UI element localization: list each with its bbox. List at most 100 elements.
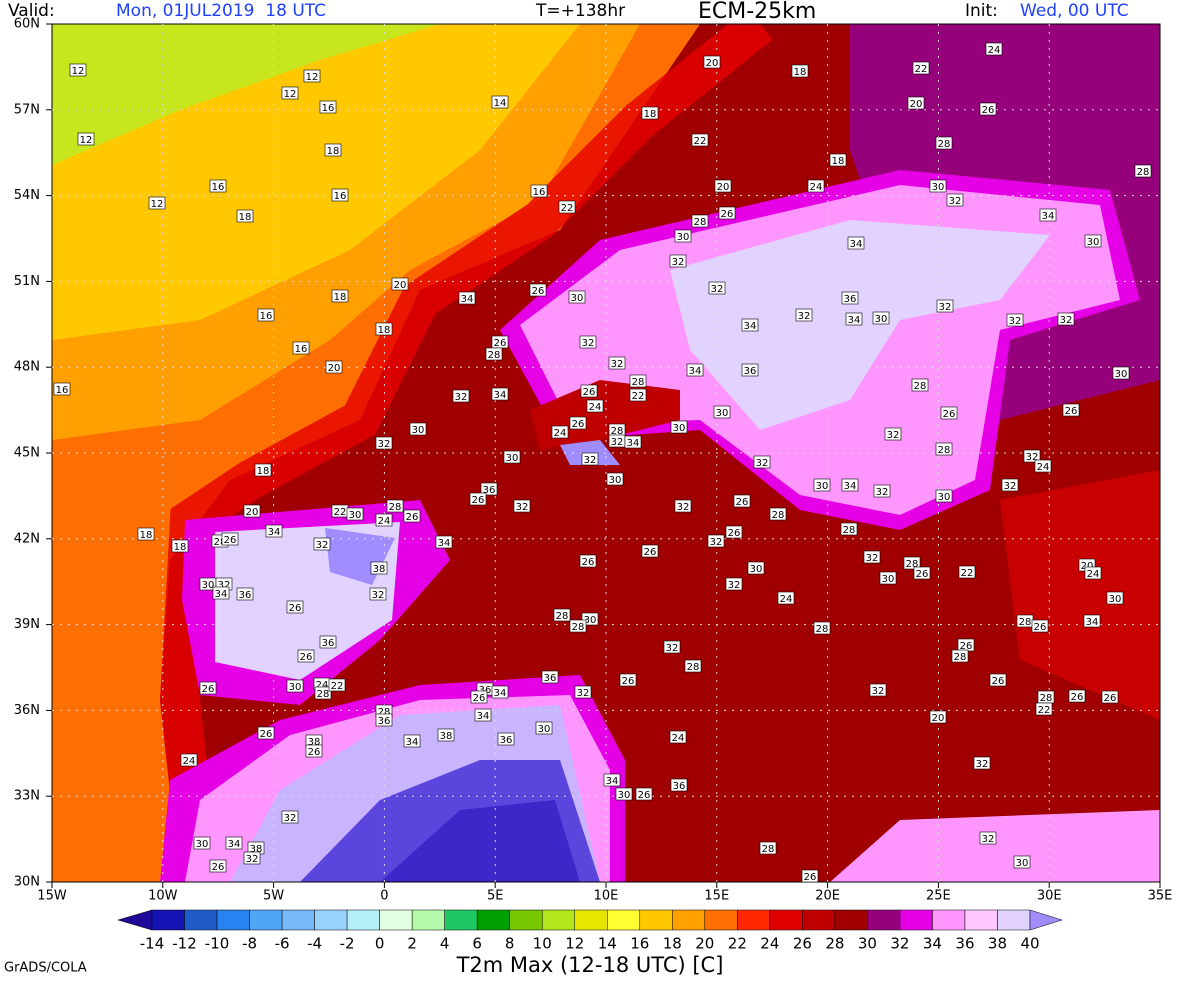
point-value: 26 bbox=[1104, 693, 1117, 704]
point-value: 26 bbox=[472, 495, 485, 506]
point-value: 30 bbox=[677, 232, 690, 243]
label-box bbox=[1112, 366, 1130, 380]
label-box bbox=[619, 673, 637, 687]
label-box bbox=[491, 387, 509, 401]
point-value: 36 bbox=[844, 294, 857, 305]
colorbar-box bbox=[932, 909, 966, 931]
label-box bbox=[375, 513, 393, 527]
point-value: 22 bbox=[334, 507, 347, 518]
point-value: 30 bbox=[673, 423, 686, 434]
colorbar-label: -8 bbox=[242, 935, 257, 953]
point-value: 32 bbox=[1004, 481, 1017, 492]
lat-label: 36N bbox=[14, 703, 40, 718]
colorbar-label: 38 bbox=[988, 935, 1007, 953]
label-box bbox=[303, 69, 321, 83]
point-value: 28 bbox=[694, 217, 707, 228]
point-value: 22 bbox=[632, 391, 645, 402]
point-value: 34 bbox=[406, 737, 419, 748]
point-value: 34 bbox=[494, 688, 507, 699]
label-box bbox=[569, 619, 587, 633]
label-box bbox=[314, 686, 332, 700]
label-box bbox=[935, 442, 953, 456]
label-box bbox=[989, 673, 1007, 687]
point-value: 20 bbox=[910, 99, 923, 110]
point-value: 34 bbox=[844, 481, 857, 492]
colorbar-label: 12 bbox=[565, 935, 584, 953]
point-value: 28 bbox=[816, 624, 829, 635]
point-value: 22 bbox=[1038, 705, 1051, 716]
label-box bbox=[257, 726, 275, 740]
point-value: 32 bbox=[316, 540, 329, 551]
label-box bbox=[470, 690, 488, 704]
label-box bbox=[281, 86, 299, 100]
point-value: 38 bbox=[308, 737, 321, 748]
point-value: 24 bbox=[554, 428, 567, 439]
colorbar-label: 22 bbox=[728, 935, 747, 953]
colorbar-label: 32 bbox=[890, 935, 909, 953]
colorbar-label: 24 bbox=[760, 935, 779, 953]
lon-label: 35E bbox=[1148, 889, 1173, 904]
point-value: 34 bbox=[438, 538, 451, 549]
label-box bbox=[759, 841, 777, 855]
point-value: 26 bbox=[728, 528, 741, 539]
point-value: 36 bbox=[479, 685, 492, 696]
point-value: 32 bbox=[872, 686, 885, 697]
colorbar-label: -12 bbox=[172, 935, 197, 953]
point-value: 16 bbox=[56, 385, 69, 396]
lat-label: 57N bbox=[14, 102, 40, 117]
label-box bbox=[1023, 449, 1041, 463]
point-value: 18 bbox=[257, 466, 270, 477]
point-value: 32 bbox=[866, 553, 879, 564]
label-box bbox=[1006, 313, 1024, 327]
point-value: 24 bbox=[1037, 462, 1050, 473]
point-value: 36 bbox=[483, 485, 496, 496]
point-value: 24 bbox=[1087, 569, 1100, 580]
point-value: 26 bbox=[583, 387, 596, 398]
point-value: 26 bbox=[916, 569, 929, 580]
point-value: 26 bbox=[582, 557, 595, 568]
point-value: 32 bbox=[949, 196, 962, 207]
point-value: 32 bbox=[976, 759, 989, 770]
point-value: 26 bbox=[721, 209, 734, 220]
label-box bbox=[979, 102, 997, 116]
lon-label: 10W bbox=[148, 889, 178, 904]
label-box bbox=[841, 291, 859, 305]
label-box bbox=[586, 399, 604, 413]
point-value: 34 bbox=[744, 321, 757, 332]
point-value: 28 bbox=[317, 689, 330, 700]
label-box bbox=[741, 363, 759, 377]
point-value: 30 bbox=[750, 564, 763, 575]
field-title: T2m Max (12-18 UTC) [C] bbox=[456, 953, 724, 977]
point-value: 30 bbox=[412, 425, 425, 436]
label-box bbox=[579, 335, 597, 349]
label-box bbox=[535, 721, 553, 735]
point-value: 36 bbox=[673, 781, 686, 792]
label-box bbox=[670, 420, 688, 434]
label-box bbox=[1134, 164, 1152, 178]
label-box bbox=[53, 382, 71, 396]
colorbar-label: 2 bbox=[407, 935, 417, 953]
label-box bbox=[257, 308, 275, 322]
point-value: 18 bbox=[794, 67, 807, 78]
point-value: 34 bbox=[461, 294, 474, 305]
label-box bbox=[579, 554, 597, 568]
point-value: 28 bbox=[1137, 167, 1150, 178]
label-box bbox=[469, 492, 487, 506]
point-value: 24 bbox=[316, 680, 329, 691]
label-box bbox=[375, 436, 393, 450]
label-box bbox=[403, 509, 421, 523]
colorbar-box bbox=[867, 909, 901, 931]
label-box bbox=[77, 132, 95, 146]
point-value: 20 bbox=[1081, 561, 1094, 572]
label-box bbox=[569, 416, 587, 430]
label-box bbox=[221, 532, 239, 546]
point-value: 24 bbox=[378, 516, 391, 527]
colorbar-box bbox=[509, 909, 543, 931]
point-value: 30 bbox=[816, 481, 829, 492]
label-box bbox=[713, 405, 731, 419]
label-box bbox=[641, 106, 659, 120]
point-value: 26 bbox=[289, 603, 302, 614]
label-box bbox=[551, 425, 569, 439]
colorbar-box bbox=[899, 909, 933, 931]
